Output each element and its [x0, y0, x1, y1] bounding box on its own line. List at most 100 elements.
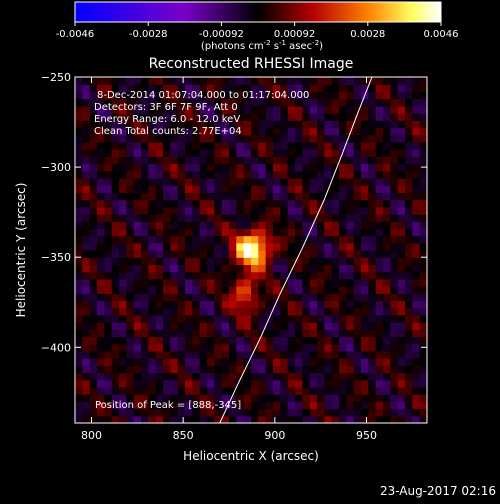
heatmap-cell: [170, 213, 179, 222]
heatmap-cell: [229, 199, 237, 208]
heatmap-cell: [229, 365, 237, 374]
heatmap-cell: [177, 163, 186, 172]
heatmap-cell: [207, 235, 215, 244]
heatmap-cell: [273, 372, 281, 381]
heatmap-cell: [368, 415, 377, 423]
heatmap-cell: [229, 307, 237, 316]
heatmap-cell: [133, 372, 142, 381]
heatmap-cell: [280, 156, 289, 165]
heatmap-cell: [375, 213, 384, 222]
heatmap-cell: [141, 134, 149, 143]
heatmap-cell: [133, 185, 142, 193]
heatmap-cell: [97, 77, 105, 85]
heatmap-cell: [97, 242, 105, 251]
heatmap-cell: [251, 235, 259, 244]
heatmap-cell: [163, 221, 171, 229]
heatmap-cell: [324, 350, 333, 359]
heatmap-cell: [317, 401, 325, 410]
heatmap-cell: [346, 149, 355, 157]
heatmap-cell: [236, 221, 245, 229]
heatmap-cell: [82, 365, 91, 374]
heatmap-cell: [192, 163, 201, 172]
heatmap-cell: [361, 228, 369, 237]
heatmap-cell: [317, 293, 325, 302]
heatmap-cell: [199, 113, 208, 121]
colorbar-tick-label: -0.0028: [129, 29, 168, 40]
heatmap-cell: [390, 98, 399, 107]
heatmap-cell: [361, 84, 369, 93]
heatmap-cell: [324, 343, 333, 352]
heatmap-cell: [207, 329, 215, 338]
heatmap-cell: [287, 322, 296, 330]
heatmap-cell: [412, 307, 421, 316]
heatmap-cell: [295, 242, 303, 251]
heatmap-cell: [236, 163, 245, 172]
heatmap-cell: [295, 278, 303, 287]
heatmap-cell: [221, 199, 230, 208]
heatmap-cell: [126, 134, 135, 143]
heatmap-cell: [111, 358, 120, 366]
heatmap-cell: [361, 322, 369, 330]
heatmap-cell: [353, 322, 362, 330]
heatmap-cell: [170, 386, 179, 395]
heatmap-cell: [383, 170, 391, 179]
heatmap-cell: [346, 120, 355, 129]
heatmap-cell: [207, 379, 215, 388]
heatmap-cell: [170, 394, 179, 402]
heatmap-cell: [185, 156, 193, 165]
heatmap-cell: [126, 307, 135, 316]
heatmap-cell: [397, 185, 406, 193]
heatmap-cell: [368, 206, 377, 215]
heatmap-cell: [383, 98, 391, 107]
heatmap-cell: [397, 300, 406, 309]
heatmap-cell: [111, 250, 120, 258]
heatmap-cell: [141, 350, 149, 359]
heatmap-cell: [280, 127, 289, 136]
heatmap-cell: [207, 307, 215, 316]
heatmap-cell: [119, 264, 127, 273]
heatmap-cell: [214, 221, 223, 229]
heatmap-cell: [412, 372, 421, 381]
heatmap-cell: [97, 120, 105, 129]
heatmap-cell: [258, 300, 267, 309]
heatmap-cell: [141, 84, 149, 93]
heatmap-cell: [89, 358, 98, 366]
heatmap-cell: [346, 84, 355, 93]
heatmap-cell: [280, 365, 289, 374]
heatmap-cell: [324, 192, 333, 201]
heatmap-cell: [331, 307, 340, 316]
heatmap-cell: [346, 379, 355, 388]
heatmap-cell: [339, 415, 347, 423]
heatmap-cell: [97, 278, 105, 287]
heatmap-cell: [265, 365, 274, 374]
y-tick-label: −350: [41, 251, 71, 264]
heatmap-cell: [119, 401, 127, 410]
heatmap-cell: [236, 141, 245, 150]
heatmap-cell: [331, 170, 340, 179]
heatmap-cell: [229, 386, 237, 395]
heatmap-cell: [258, 141, 267, 150]
heatmap-cell: [273, 257, 281, 266]
heatmap-cell: [412, 149, 421, 157]
heatmap-cell: [287, 293, 296, 302]
heatmap-cell: [243, 379, 252, 388]
heatmap-cell: [287, 170, 296, 179]
heatmap-cell: [273, 329, 281, 338]
heatmap-cell: [265, 394, 274, 402]
heatmap-cell: [199, 185, 208, 193]
heatmap-cell: [265, 350, 274, 359]
heatmap-cell: [251, 105, 259, 114]
heatmap-cell: [177, 185, 186, 193]
heatmap-cell: [192, 127, 201, 136]
heatmap-cell: [104, 77, 113, 85]
heatmap-cell: [119, 408, 127, 417]
heatmap-cell: [258, 343, 267, 352]
heatmap-cell: [287, 163, 296, 172]
heatmap-cell: [361, 199, 369, 208]
heatmap-cell: [324, 170, 333, 179]
heatmap-cell: [221, 228, 230, 237]
heatmap-cell: [229, 177, 237, 186]
heatmap-cell: [302, 163, 311, 172]
heatmap-cell: [346, 77, 355, 85]
heatmap-cell: [324, 250, 333, 258]
